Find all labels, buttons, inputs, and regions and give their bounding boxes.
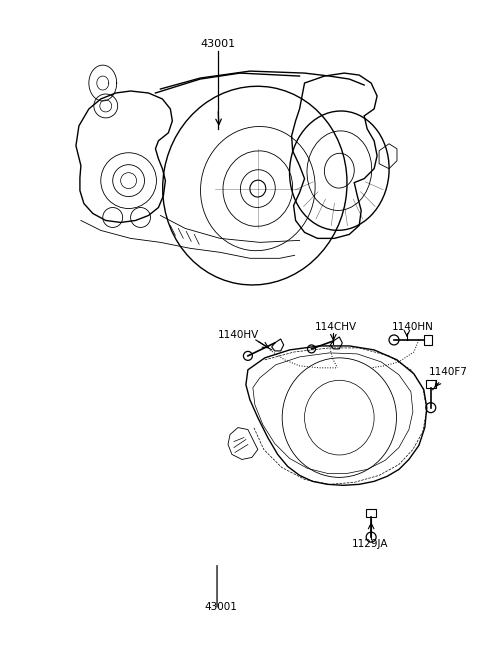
Text: 1140HV: 1140HV [218, 330, 259, 340]
Text: 43001: 43001 [200, 39, 235, 49]
Text: 1129JA: 1129JA [352, 539, 389, 549]
Text: 1140F7: 1140F7 [429, 367, 468, 377]
Text: 1140HN: 1140HN [392, 322, 434, 332]
Text: 114CHV: 114CHV [314, 322, 357, 332]
Text: 43001: 43001 [204, 602, 237, 612]
